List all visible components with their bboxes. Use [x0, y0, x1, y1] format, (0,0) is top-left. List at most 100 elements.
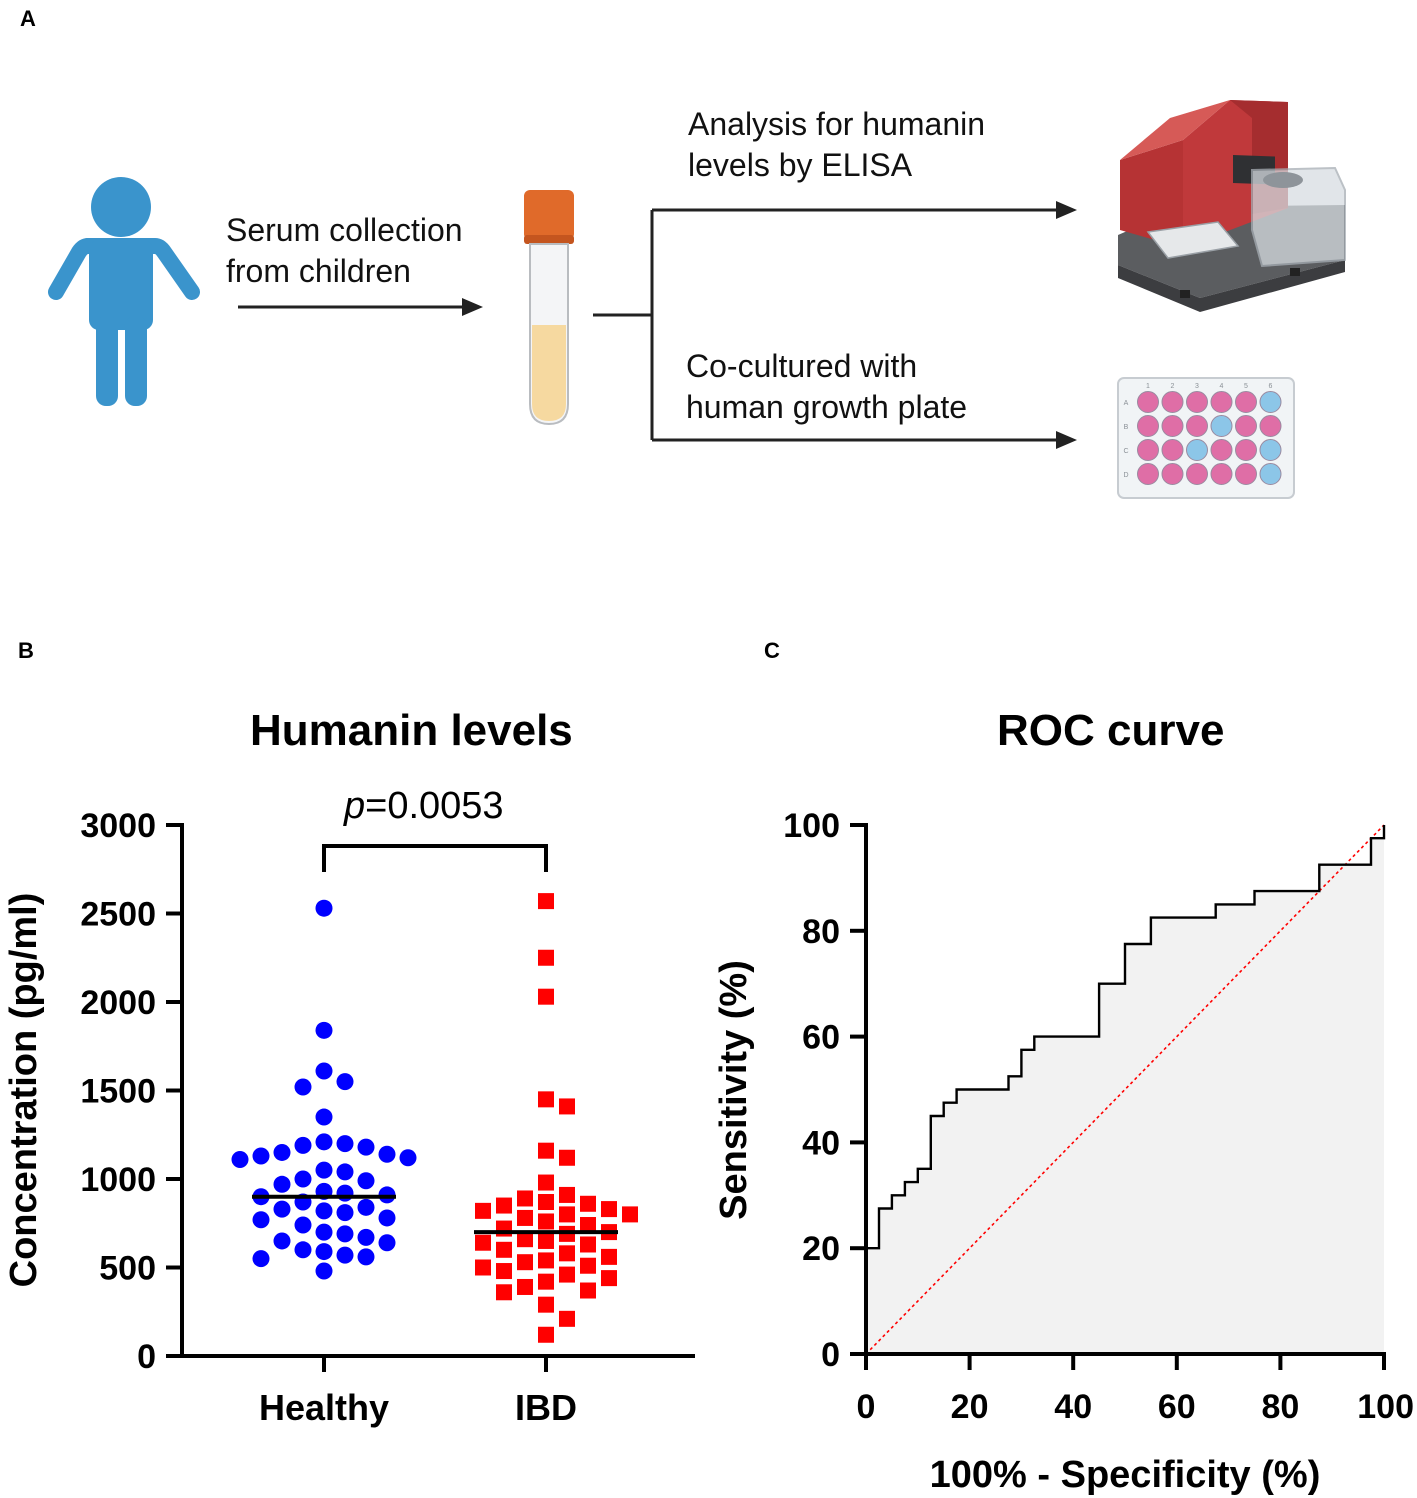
- child-icon: [48, 177, 200, 406]
- x-category-label: IBD: [515, 1387, 577, 1428]
- healthy-point: [336, 1073, 354, 1091]
- ibd-point: [475, 1202, 491, 1219]
- step-elisa-line2: levels by ELISA: [688, 147, 913, 183]
- y-tick-label: 500: [99, 1250, 156, 1288]
- healthy-point: [357, 1138, 375, 1156]
- plate-well: [1137, 391, 1159, 413]
- ibd-point: [559, 1098, 575, 1115]
- ibd-point: [517, 1190, 533, 1207]
- healthy-point: [315, 1062, 333, 1080]
- ibd-point: [601, 1270, 617, 1287]
- roc-curve-line: [866, 825, 1386, 1250]
- healthy-point: [273, 1143, 291, 1161]
- ibd-point: [538, 1296, 554, 1313]
- roc-y-tick-label: 80: [802, 913, 840, 951]
- healthy-point: [252, 1250, 270, 1268]
- plate-well: [1186, 463, 1208, 485]
- plate-well: [1210, 463, 1233, 485]
- step-serum-line2: from children: [226, 253, 411, 289]
- healthy-point: [336, 1225, 354, 1243]
- healthy-point: [315, 1133, 333, 1151]
- healthy-point: [336, 1163, 354, 1181]
- plate-well: [1186, 415, 1208, 437]
- plate-col-label: 3: [1195, 383, 1199, 390]
- healthy-point: [315, 1243, 333, 1261]
- healthy-point: [273, 1232, 291, 1250]
- roc-x-tick-label: 100: [1357, 1388, 1414, 1426]
- roc-y-tick-label: 100: [783, 807, 840, 845]
- healthy-point: [252, 1147, 270, 1165]
- healthy-point: [231, 1151, 249, 1169]
- plate-well: [1259, 415, 1282, 437]
- plate-well: [1161, 391, 1184, 413]
- ibd-point: [580, 1282, 596, 1299]
- healthy-point: [273, 1175, 291, 1193]
- healthy-point: [315, 1202, 333, 1220]
- humanin-scatter-chart: p=0.0053 0 500 1000 1500 2000 2500 3000 Healthy…: [3, 785, 695, 1428]
- plate-reader-icon: [1118, 100, 1346, 312]
- humanin-chart-title: Humanin levels: [250, 706, 573, 755]
- ibd-point: [538, 1273, 554, 1290]
- plate-col-label: 5: [1244, 383, 1248, 390]
- ibd-point: [517, 1278, 533, 1295]
- plate-well: [1210, 415, 1233, 437]
- plate-row-label: A: [1124, 400, 1129, 407]
- y-tick-label: 2000: [80, 984, 156, 1022]
- plate-well: [1235, 391, 1257, 413]
- ibd-point: [538, 949, 554, 966]
- ibd-point: [601, 1201, 617, 1218]
- ibd-point: [496, 1197, 512, 1214]
- plate-row-label: D: [1123, 472, 1128, 479]
- healthy-point: [252, 1211, 270, 1229]
- ibd-point: [538, 1091, 554, 1108]
- healthy-point: [294, 1136, 312, 1154]
- ibd-point: [580, 1217, 596, 1234]
- panel-a-label: A: [20, 6, 36, 31]
- panel-c-label: C: [764, 638, 780, 663]
- plate-col-label: 4: [1220, 383, 1224, 390]
- ibd-point: [538, 988, 554, 1005]
- plate-well: [1210, 439, 1233, 461]
- plate-well: [1259, 463, 1282, 485]
- y-tick-label: 1000: [80, 1161, 156, 1199]
- healthy-point: [357, 1248, 375, 1266]
- step-serum-text: Serum collection from children: [226, 210, 463, 292]
- plate-row-label: B: [1124, 424, 1129, 431]
- ibd-point: [517, 1231, 533, 1248]
- roc-x-tick-label: 40: [1054, 1388, 1092, 1426]
- roc-chart-title: ROC curve: [997, 706, 1225, 755]
- ibd-point: [538, 1174, 554, 1191]
- plate-well: [1235, 415, 1257, 437]
- serum-tube-icon: [524, 190, 574, 426]
- step-coculture-text: Co-cultured with human growth plate: [686, 346, 967, 428]
- x-category-label: Healthy: [259, 1387, 389, 1428]
- y-tick-label: 0: [137, 1338, 156, 1376]
- healthy-point: [378, 1234, 396, 1252]
- plate-well: [1235, 439, 1257, 461]
- plate-col-label: 6: [1269, 383, 1273, 390]
- healthy-point: [336, 1246, 354, 1264]
- y-tick-label: 2500: [80, 896, 156, 934]
- plate-well: [1137, 415, 1159, 437]
- ibd-point: [601, 1248, 617, 1265]
- step-serum-line1: Serum collection: [226, 212, 463, 248]
- healthy-point: [399, 1149, 417, 1167]
- plate-well: [1259, 439, 1282, 461]
- ibd-point: [475, 1234, 491, 1251]
- healthy-point: [294, 1170, 312, 1188]
- plate-col-label: 1: [1146, 383, 1150, 390]
- ibd-point: [559, 1310, 575, 1327]
- roc-x-tick-label: 20: [951, 1388, 989, 1426]
- roc-y-tick-label: 20: [802, 1230, 840, 1268]
- healthy-point: [315, 1161, 333, 1179]
- arrow-coculture: [1056, 431, 1077, 449]
- ibd-point: [538, 1194, 554, 1211]
- roc-x-tick-label: 0: [857, 1388, 876, 1426]
- ibd-point: [496, 1241, 512, 1258]
- plate-well: [1186, 391, 1208, 413]
- healthy-point: [315, 899, 333, 917]
- ibd-point: [538, 1252, 554, 1269]
- arrow-collection: [238, 298, 483, 316]
- ibd-point: [538, 1232, 554, 1249]
- ibd-point: [517, 1209, 533, 1226]
